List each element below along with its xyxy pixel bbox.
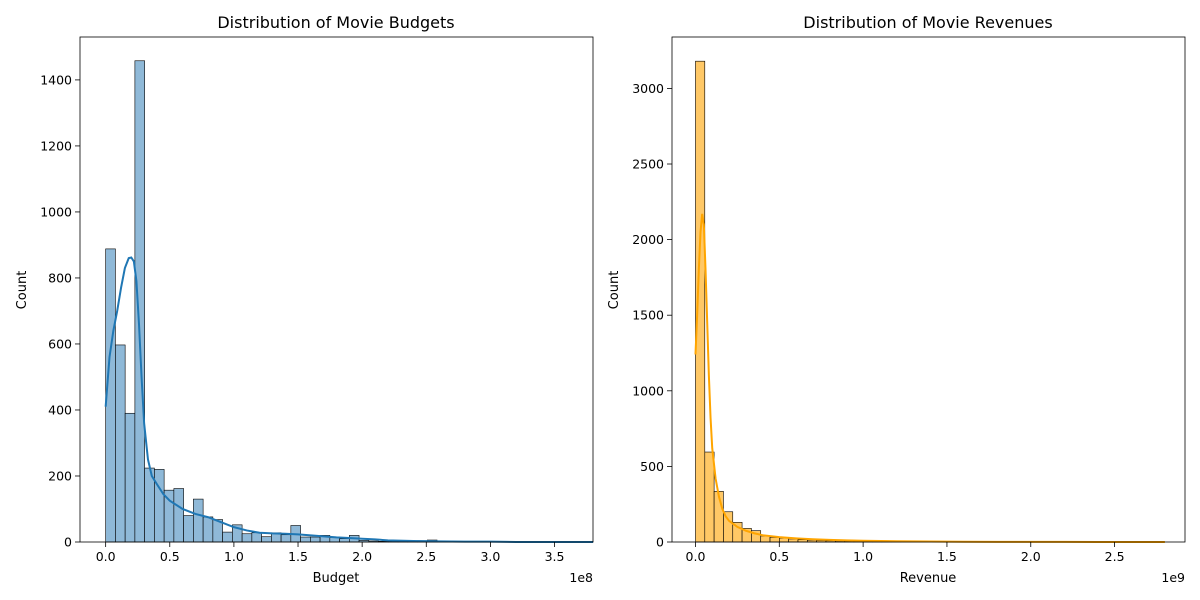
y-tick-label: 2500 bbox=[632, 157, 664, 172]
histogram-bar bbox=[154, 469, 165, 543]
budget-x-offset-label: 1e8 bbox=[569, 570, 593, 585]
y-tick-label: 500 bbox=[640, 459, 664, 474]
x-tick-label: 2.0 bbox=[352, 549, 372, 564]
y-tick-label: 1000 bbox=[40, 204, 72, 219]
y-tick-label: 400 bbox=[48, 402, 72, 417]
histogram-bar bbox=[280, 534, 292, 543]
revenue-y-axis-label: Count bbox=[607, 271, 622, 310]
histogram-bar bbox=[251, 532, 262, 543]
budget-x-axis-label: Budget bbox=[313, 571, 360, 586]
y-tick-label: 0 bbox=[64, 535, 72, 550]
budget-y-axis-label: Count bbox=[15, 271, 30, 310]
x-tick-label: 1.0 bbox=[224, 549, 244, 564]
revenue-plot-frame bbox=[671, 36, 1186, 543]
y-tick-label: 200 bbox=[48, 468, 72, 483]
histogram-bar bbox=[241, 533, 253, 543]
budget-histogram-panel: 0.0 0.5 1.0 1.5 2.0 2.5 3.0 3.5 0 200 400 600 800 10… bbox=[15, 13, 594, 586]
revenue-kde-curve bbox=[694, 213, 1165, 543]
histogram-bar bbox=[310, 536, 321, 543]
revenue-histogram-panel: 0.0 0.5 1.0 1.5 2.0 2.5 0 500 1000 1500 2000 2500 3… bbox=[607, 13, 1186, 586]
histogram-bar bbox=[788, 538, 799, 543]
y-tick-label: 0 bbox=[656, 535, 664, 550]
histogram-bar bbox=[124, 412, 136, 543]
histogram-bar bbox=[222, 531, 233, 543]
histogram-bar bbox=[173, 488, 184, 543]
x-tick-label: 0.5 bbox=[769, 549, 789, 564]
y-tick-label: 1400 bbox=[40, 72, 72, 87]
y-tick-label: 600 bbox=[48, 336, 72, 351]
y-tick-label: 1200 bbox=[40, 138, 72, 153]
x-tick-label: 3.5 bbox=[545, 549, 565, 564]
x-tick-label: 0.0 bbox=[96, 549, 116, 564]
x-tick-label: 0.0 bbox=[686, 549, 706, 564]
x-tick-label: 1.0 bbox=[853, 549, 873, 564]
revenue-y-ticks: 0 500 1000 1500 2000 2500 3000 bbox=[632, 81, 672, 550]
histogram-bar bbox=[779, 537, 789, 543]
revenue-bars bbox=[695, 60, 1162, 543]
revenue-x-axis-label: Revenue bbox=[900, 571, 957, 586]
histogram-bar bbox=[202, 516, 214, 543]
x-tick-label: 3.0 bbox=[480, 549, 500, 564]
x-tick-label: 2.5 bbox=[416, 549, 436, 564]
histogram-bar bbox=[704, 451, 715, 543]
revenue-x-ticks: 0.0 0.5 1.0 1.5 2.0 2.5 bbox=[686, 542, 1125, 564]
x-tick-label: 2.5 bbox=[1105, 549, 1125, 564]
histogram-bar bbox=[261, 536, 272, 543]
budget-y-ticks: 0 200 400 600 800 1000 1200 1400 bbox=[40, 72, 80, 550]
histogram-bar bbox=[183, 515, 194, 543]
x-tick-label: 1.5 bbox=[937, 549, 957, 564]
budget-kde-curve bbox=[104, 256, 593, 543]
y-tick-label: 800 bbox=[48, 270, 72, 285]
x-tick-label: 2.0 bbox=[1021, 549, 1041, 564]
x-tick-label: 1.5 bbox=[288, 549, 308, 564]
y-tick-label: 3000 bbox=[632, 81, 664, 96]
budget-x-ticks: 0.0 0.5 1.0 1.5 2.0 2.5 3.0 3.5 bbox=[96, 542, 565, 564]
y-tick-label: 2000 bbox=[632, 232, 664, 247]
revenue-x-offset-label: 1e9 bbox=[1161, 570, 1185, 585]
revenue-chart-title: Distribution of Movie Revenues bbox=[803, 13, 1052, 32]
histogram-bar bbox=[163, 489, 175, 543]
histogram-bar bbox=[300, 536, 311, 543]
histogram-bar bbox=[339, 538, 350, 543]
histogram-bar bbox=[769, 537, 780, 543]
y-tick-label: 1500 bbox=[632, 308, 664, 323]
y-tick-label: 1000 bbox=[632, 383, 664, 398]
budget-bars bbox=[105, 60, 594, 543]
histogram-bar bbox=[134, 60, 145, 543]
histogram-bar bbox=[193, 498, 204, 543]
histogram-bar bbox=[115, 344, 126, 543]
budget-chart-title: Distribution of Movie Budgets bbox=[217, 13, 454, 32]
x-tick-label: 0.5 bbox=[160, 549, 180, 564]
budget-plot-frame bbox=[79, 36, 594, 543]
